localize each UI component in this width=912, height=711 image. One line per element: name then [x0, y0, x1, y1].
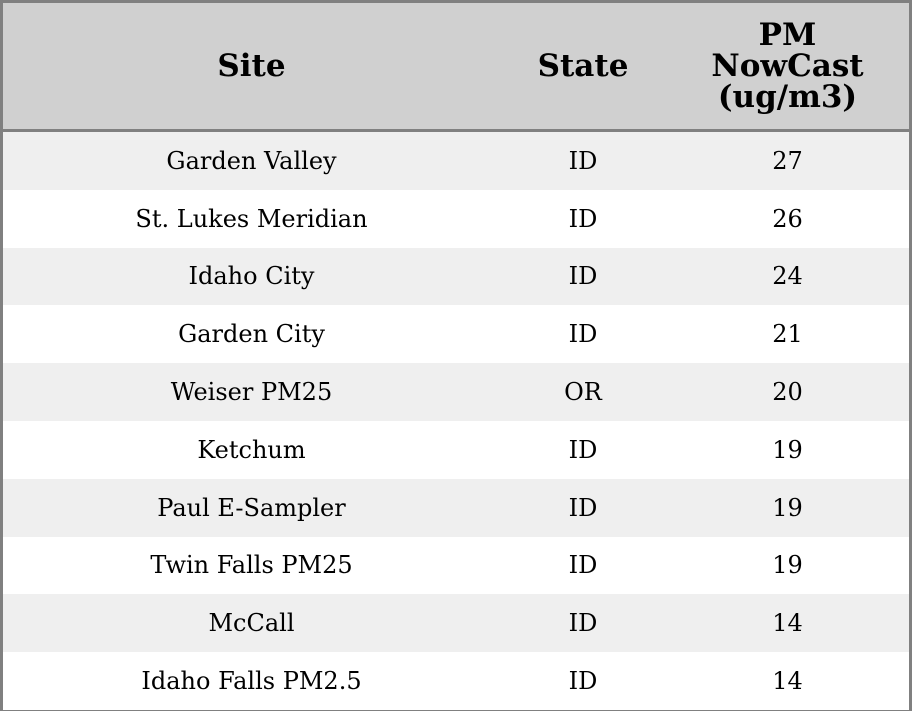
- table-row: Paul E-Sampler ID 19: [3, 478, 909, 537]
- header-state: State: [537, 47, 629, 84]
- cell-state: ID: [568, 667, 598, 696]
- cell-site: Paul E-Sampler: [157, 493, 346, 522]
- cell-site: Idaho City: [188, 262, 315, 291]
- table-row: McCall ID 14: [3, 594, 909, 653]
- cell-state: ID: [568, 609, 598, 638]
- cell-pm: 26: [772, 204, 803, 233]
- cell-pm: 14: [772, 667, 803, 696]
- cell-pm: 24: [772, 262, 803, 291]
- table-header: Site State PM NowCast (ug/m3): [3, 3, 909, 132]
- header-site: Site: [217, 47, 286, 84]
- cell-state: ID: [568, 551, 598, 580]
- table-row: Ketchum ID 19: [3, 420, 909, 479]
- header-pm: PM NowCast (ug/m3): [666, 3, 909, 129]
- cell-site: Idaho Falls PM2.5: [141, 667, 362, 696]
- cell-pm: 19: [772, 551, 803, 580]
- cell-state: ID: [568, 320, 598, 349]
- cell-state: OR: [564, 378, 602, 407]
- table-row: Weiser PM25 OR 20: [3, 363, 909, 421]
- cell-site: Garden City: [178, 320, 325, 349]
- cell-site: Weiser PM25: [170, 378, 333, 407]
- cell-pm: 19: [772, 435, 803, 464]
- cell-site: Twin Falls PM25: [150, 551, 353, 580]
- header-pm-line: NowCast: [711, 47, 864, 84]
- cell-pm: 27: [772, 146, 803, 175]
- table-row: Garden City ID 21: [3, 305, 909, 364]
- header-pm-line: PM: [758, 16, 817, 53]
- cell-state: ID: [568, 146, 598, 175]
- cell-pm: 20: [772, 378, 803, 407]
- table-row: Idaho City ID 24: [3, 247, 909, 306]
- cell-state: ID: [568, 493, 598, 522]
- table-body: Garden Valley ID 27 St. Lukes Meridian ID 26 I…: [3, 132, 909, 710]
- cell-site: McCall: [208, 609, 295, 638]
- cell-state: ID: [568, 435, 598, 464]
- header-pm-text: PM NowCast (ug/m3): [711, 16, 864, 115]
- cell-site: St. Lukes Meridian: [135, 204, 368, 233]
- table-row: St. Lukes Meridian ID 26: [3, 189, 909, 248]
- cell-site: Ketchum: [197, 435, 306, 464]
- cell-pm: 21: [772, 320, 803, 349]
- cell-site: Garden Valley: [166, 146, 337, 175]
- table-row: Twin Falls PM25 ID 19: [3, 536, 909, 595]
- cell-pm: 19: [772, 493, 803, 522]
- cell-state: ID: [568, 262, 598, 291]
- table-row: Garden Valley ID 27: [3, 132, 909, 190]
- table-row: Idaho Falls PM2.5 ID 14: [3, 652, 909, 710]
- header-pm-line: (ug/m3): [717, 78, 858, 115]
- cell-pm: 14: [772, 609, 803, 638]
- cell-state: ID: [568, 204, 598, 233]
